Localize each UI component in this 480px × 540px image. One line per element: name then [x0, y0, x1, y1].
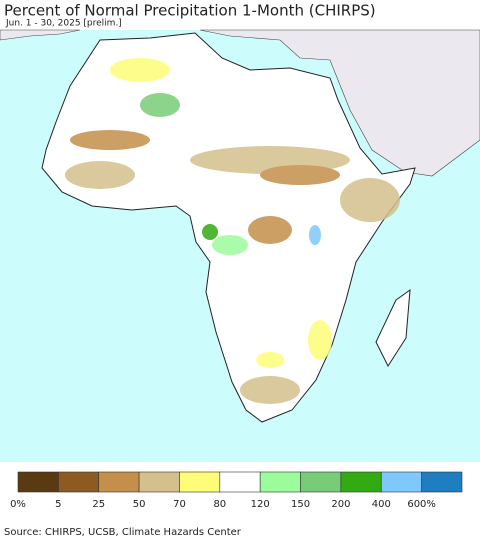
- legend-swatch: [421, 471, 463, 493]
- map: [0, 29, 480, 462]
- patch: [110, 58, 170, 82]
- patch: [140, 93, 180, 117]
- legend-label: 600%: [407, 499, 436, 510]
- legend-label: 70: [173, 499, 186, 510]
- source: Source: CHIRPS, UCSB, Climate Hazards Ce…: [4, 527, 242, 538]
- legend-swatch: [58, 471, 100, 493]
- lake: [309, 225, 321, 245]
- middle-east: [199, 29, 480, 177]
- patch: [70, 130, 150, 150]
- legend-label: 400: [372, 499, 391, 510]
- legend-swatch: [179, 471, 221, 493]
- legend-swatch: [98, 471, 140, 493]
- legend-label: 120: [251, 499, 270, 510]
- legend-swatch: [138, 471, 180, 493]
- patch: [240, 376, 300, 404]
- subtitle: Jun. 1 - 30, 2025 [prelim.]: [5, 19, 122, 29]
- patch: [248, 216, 292, 244]
- legend-swatch: [300, 471, 342, 493]
- patch: [256, 352, 284, 368]
- legend-label: 80: [213, 499, 226, 510]
- legend-label: 0%: [10, 499, 26, 510]
- legend-label: 150: [291, 499, 310, 510]
- legend-swatch: [17, 471, 59, 493]
- legend-swatch: [340, 471, 382, 493]
- title: Percent of Normal Precipitation 1-Month …: [4, 2, 376, 20]
- legend-label: 50: [133, 499, 146, 510]
- legend-swatch: [380, 471, 422, 493]
- precip-patches: [65, 58, 400, 404]
- patch: [202, 224, 218, 240]
- patch: [212, 235, 248, 255]
- legend-swatch: [259, 471, 301, 493]
- patch: [308, 320, 332, 360]
- legend-label: 5: [55, 499, 61, 510]
- patch: [260, 165, 340, 185]
- legend-label: 25: [92, 499, 105, 510]
- europe: [0, 29, 81, 41]
- patch: [340, 178, 400, 222]
- legend-swatch: [219, 471, 261, 493]
- legend-label: 200: [331, 499, 350, 510]
- madagascar: [375, 288, 411, 368]
- legend: 0% 5 25 50 70 80 120 150 200 400 600%: [10, 471, 463, 510]
- patch: [65, 161, 135, 189]
